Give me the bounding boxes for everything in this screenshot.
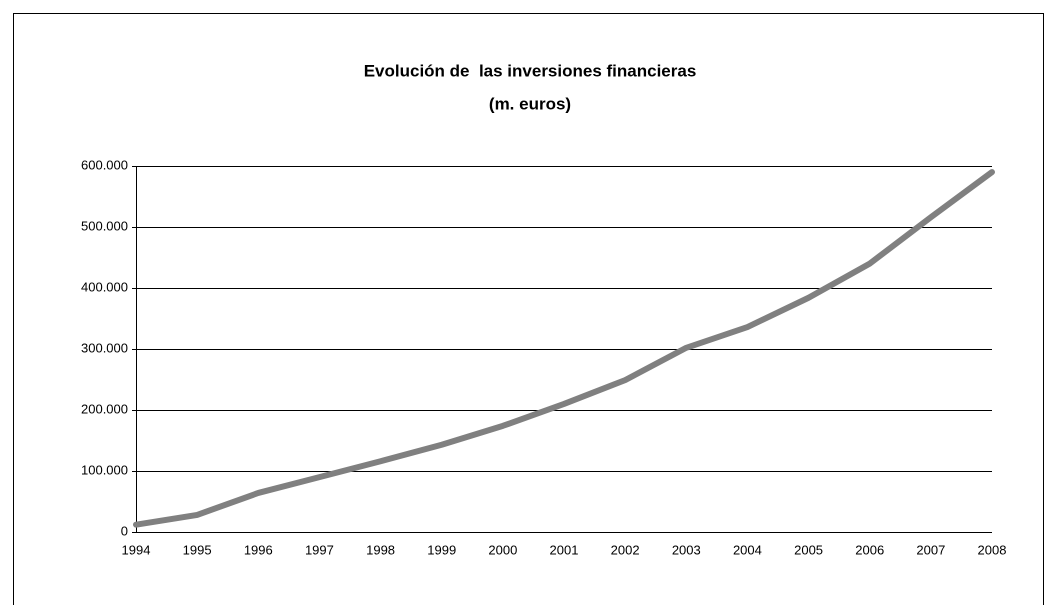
- chart-subtitle: (m. euros): [489, 94, 571, 113]
- y-tick-label: 400.000: [81, 279, 128, 294]
- x-tick-label: 2008: [978, 542, 1007, 557]
- chart-title: Evolución de las inversiones financieras: [364, 61, 697, 80]
- y-tick-label: 300.000: [81, 340, 128, 355]
- y-tick-label: 600.000: [81, 157, 128, 172]
- x-tick-label: 2005: [794, 542, 823, 557]
- y-tick-label: 500.000: [81, 218, 128, 233]
- x-tick-label: 2003: [672, 542, 701, 557]
- x-tick-label: 2002: [611, 542, 640, 557]
- x-tick-label: 1998: [366, 542, 395, 557]
- x-tick-label: 1994: [122, 542, 151, 557]
- x-tick-label: 2006: [855, 542, 884, 557]
- x-tick-label: 2001: [550, 542, 579, 557]
- y-tick-label: 0: [121, 523, 128, 538]
- x-tick-label: 2007: [916, 542, 945, 557]
- x-tick-label: 1997: [305, 542, 334, 557]
- x-tick-label: 2000: [488, 542, 517, 557]
- x-tick-label: 2004: [733, 542, 762, 557]
- data-line: [133, 169, 995, 528]
- x-tick-label: 1999: [427, 542, 456, 557]
- chart-frame: [13, 13, 1044, 605]
- y-tick-label: 200.000: [81, 401, 128, 416]
- x-tick-label: 1996: [244, 542, 273, 557]
- x-tick-label: 1995: [183, 542, 212, 557]
- y-tick-label: 100.000: [81, 462, 128, 477]
